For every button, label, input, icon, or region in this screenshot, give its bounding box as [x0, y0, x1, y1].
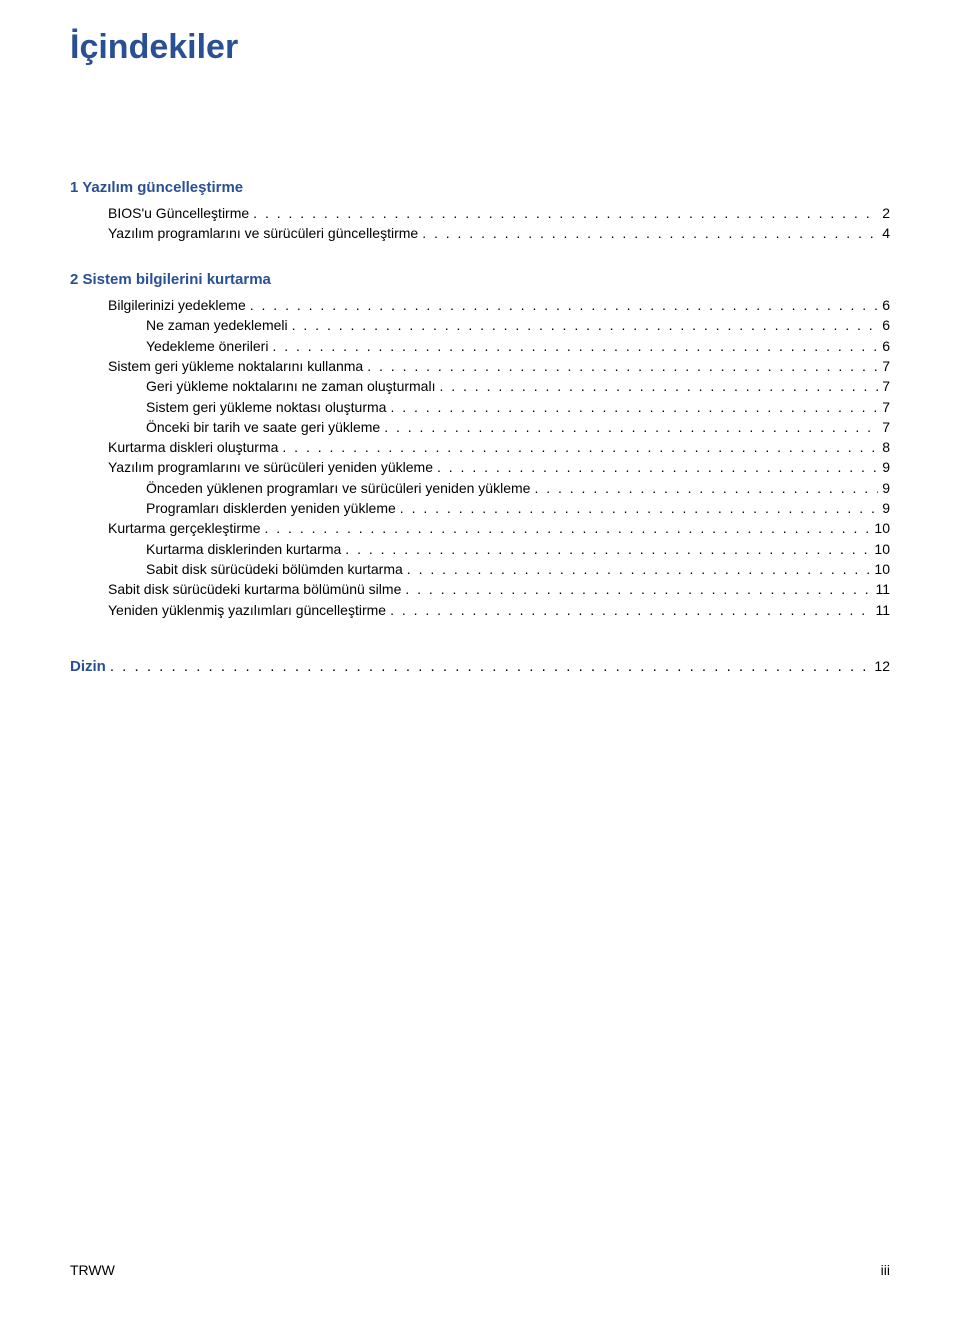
- toc-page: 7: [882, 417, 890, 437]
- toc-page: 10: [874, 518, 890, 538]
- toc-label: Ne zaman yedeklemeli: [146, 315, 288, 335]
- leader-dots: . . . . . . . . . . . . . . . . . . . . …: [400, 498, 878, 518]
- toc-label: Kurtarma disklerinden kurtarma: [146, 539, 341, 559]
- toc-label: Programları disklerden yeniden yükleme: [146, 498, 396, 518]
- index-page: 12: [874, 658, 890, 674]
- toc-group: Bilgilerinizi yedekleme . . . . . . . . …: [70, 295, 890, 620]
- footer-left: TRWW: [70, 1262, 115, 1278]
- page-title: İçindekiler: [70, 28, 890, 67]
- index-section: Dizin . . . . . . . . . . . . . . . . . …: [70, 658, 890, 675]
- toc-row[interactable]: Sabit disk sürücüdeki bölümden kurtarma …: [70, 559, 890, 579]
- toc-row[interactable]: Geri yükleme noktalarını ne zaman oluştu…: [70, 376, 890, 396]
- toc-label: Yazılım programlarını ve sürücüleri günc…: [108, 223, 418, 243]
- leader-dots: . . . . . . . . . . . . . . . . . . . . …: [534, 478, 878, 498]
- toc-label: Yeniden yüklenmiş yazılımları güncelleşt…: [108, 600, 386, 620]
- toc-row[interactable]: Yeniden yüklenmiş yazılımları güncelleşt…: [70, 600, 890, 620]
- toc-row[interactable]: Programları disklerden yeniden yükleme .…: [70, 498, 890, 518]
- toc-row[interactable]: Bilgilerinizi yedekleme . . . . . . . . …: [70, 295, 890, 315]
- leader-dots: . . . . . . . . . . . . . . . . . . . . …: [390, 397, 878, 417]
- toc-row[interactable]: Kurtarma gerçekleştirme . . . . . . . . …: [70, 518, 890, 538]
- leader-dots: . . . . . . . . . . . . . . . . . . . . …: [253, 203, 878, 223]
- toc-page: 9: [882, 498, 890, 518]
- toc-page: 6: [882, 315, 890, 335]
- toc-label: Sistem geri yükleme noktası oluşturma: [146, 397, 386, 417]
- toc-label: Sabit disk sürücüdeki kurtarma bölümünü …: [108, 579, 401, 599]
- toc-page: 6: [882, 295, 890, 315]
- leader-dots: . . . . . . . . . . . . . . . . . . . . …: [292, 315, 879, 335]
- toc-page: 7: [882, 376, 890, 396]
- toc-label: Kurtarma diskleri oluşturma: [108, 437, 278, 457]
- leader-dots: . . . . . . . . . . . . . . . . . . . . …: [265, 518, 871, 538]
- leader-dots: . . . . . . . . . . . . . . . . . . . . …: [110, 658, 871, 675]
- toc-row[interactable]: Önceden yüklenen programları ve sürücüle…: [70, 478, 890, 498]
- toc-label: Kurtarma gerçekleştirme: [108, 518, 261, 538]
- toc-row[interactable]: Yedekleme önerileri . . . . . . . . . . …: [70, 336, 890, 356]
- toc-page: 11: [875, 579, 890, 599]
- toc-row[interactable]: Kurtarma disklerinden kurtarma . . . . .…: [70, 539, 890, 559]
- toc-group: BIOS'u Güncelleştirme . . . . . . . . . …: [70, 203, 890, 244]
- toc-row[interactable]: Ne zaman yedeklemeli . . . . . . . . . .…: [70, 315, 890, 335]
- toc-page: 8: [882, 437, 890, 457]
- toc-label: Önceki bir tarih ve saate geri yükleme: [146, 417, 380, 437]
- toc-row[interactable]: Sistem geri yükleme noktası oluşturma . …: [70, 397, 890, 417]
- index-label[interactable]: Dizin: [70, 658, 106, 675]
- toc-label: Yazılım programlarını ve sürücüleri yeni…: [108, 457, 433, 477]
- leader-dots: . . . . . . . . . . . . . . . . . . . . …: [367, 356, 878, 376]
- toc-label: Bilgilerinizi yedekleme: [108, 295, 246, 315]
- section-heading[interactable]: 1 Yazılım güncelleştirme: [70, 177, 890, 199]
- leader-dots: . . . . . . . . . . . . . . . . . . . . …: [407, 559, 871, 579]
- leader-dots: . . . . . . . . . . . . . . . . . . . . …: [390, 600, 871, 620]
- toc-page: 7: [882, 356, 890, 376]
- toc-page: 9: [882, 457, 890, 477]
- footer-right: iii: [881, 1262, 890, 1278]
- toc-page: 7: [882, 397, 890, 417]
- toc-page: 6: [882, 336, 890, 356]
- toc-row[interactable]: Sabit disk sürücüdeki kurtarma bölümünü …: [70, 579, 890, 599]
- leader-dots: . . . . . . . . . . . . . . . . . . . . …: [439, 376, 878, 396]
- page-footer: TRWW iii: [70, 1262, 890, 1278]
- toc-page: 9: [882, 478, 890, 498]
- toc-row[interactable]: Yazılım programlarını ve sürücüleri günc…: [70, 223, 890, 243]
- leader-dots: . . . . . . . . . . . . . . . . . . . . …: [250, 295, 878, 315]
- toc-page: 11: [875, 600, 890, 620]
- toc-row[interactable]: Yazılım programlarını ve sürücüleri yeni…: [70, 457, 890, 477]
- toc-row[interactable]: Sistem geri yükleme noktalarını kullanma…: [70, 356, 890, 376]
- toc-page: 10: [874, 559, 890, 579]
- toc-page: 2: [882, 203, 890, 223]
- toc-row[interactable]: BIOS'u Güncelleştirme . . . . . . . . . …: [70, 203, 890, 223]
- toc-label: Sistem geri yükleme noktalarını kullanma: [108, 356, 363, 376]
- leader-dots: . . . . . . . . . . . . . . . . . . . . …: [282, 437, 878, 457]
- toc-label: Sabit disk sürücüdeki bölümden kurtarma: [146, 559, 403, 579]
- toc-row[interactable]: Önceki bir tarih ve saate geri yükleme .…: [70, 417, 890, 437]
- leader-dots: . . . . . . . . . . . . . . . . . . . . …: [345, 539, 870, 559]
- toc-label: Önceden yüklenen programları ve sürücüle…: [146, 478, 530, 498]
- toc-row[interactable]: Kurtarma diskleri oluşturma . . . . . . …: [70, 437, 890, 457]
- toc-label: Yedekleme önerileri: [146, 336, 268, 356]
- leader-dots: . . . . . . . . . . . . . . . . . . . . …: [422, 223, 878, 243]
- leader-dots: . . . . . . . . . . . . . . . . . . . . …: [272, 336, 878, 356]
- leader-dots: . . . . . . . . . . . . . . . . . . . . …: [405, 579, 871, 599]
- leader-dots: . . . . . . . . . . . . . . . . . . . . …: [437, 457, 878, 477]
- toc-label: Geri yükleme noktalarını ne zaman oluştu…: [146, 376, 435, 396]
- toc-page: 4: [882, 223, 890, 243]
- section-heading[interactable]: 2 Sistem bilgilerini kurtarma: [70, 269, 890, 291]
- table-of-contents: 1 Yazılım güncelleştirme BIOS'u Güncelle…: [70, 177, 890, 620]
- toc-label: BIOS'u Güncelleştirme: [108, 203, 249, 223]
- toc-page: 10: [874, 539, 890, 559]
- leader-dots: . . . . . . . . . . . . . . . . . . . . …: [384, 417, 878, 437]
